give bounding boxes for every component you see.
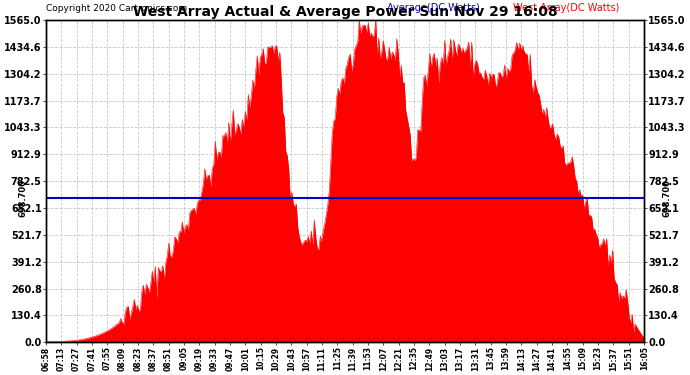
Text: 698.700: 698.700 [19, 180, 28, 218]
Title: West Array Actual & Average Power Sun Nov 29 16:08: West Array Actual & Average Power Sun No… [132, 5, 558, 19]
Text: West Array(DC Watts): West Array(DC Watts) [513, 3, 619, 13]
Text: 698.700: 698.700 [662, 180, 671, 218]
Text: Average(DC Watts): Average(DC Watts) [387, 3, 480, 13]
Text: Copyright 2020 Cartronics.com: Copyright 2020 Cartronics.com [46, 4, 187, 13]
